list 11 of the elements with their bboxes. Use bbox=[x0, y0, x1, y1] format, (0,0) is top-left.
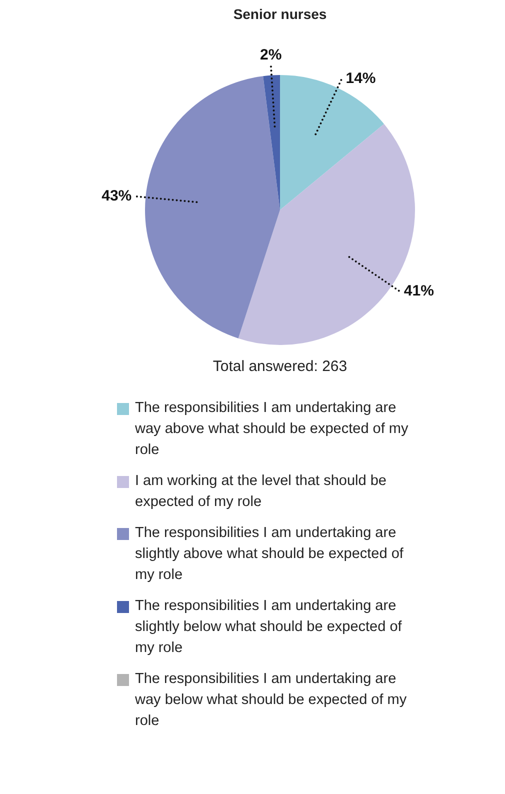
legend-label: The responsibilities I am undertaking are way below what should be expected of my role bbox=[135, 670, 408, 731]
data-label: 14% bbox=[346, 70, 376, 87]
text: Total answered: 263 bbox=[212, 358, 348, 375]
data-label: 43% bbox=[102, 187, 132, 204]
legend-label: I am working at the level that should be expected of my role bbox=[135, 472, 388, 512]
legend-label: The responsibilities I am undertaking are way above what should be expected of my role bbox=[135, 399, 410, 460]
legend-label: The responsibilities I am undertaking are slightly above what should be expected of my role bbox=[135, 524, 404, 585]
legend-label: The responsibilities I am undertaking are slightly below what should be expected of my role bbox=[135, 597, 403, 658]
chart-title: Senior nurses bbox=[232, 6, 328, 22]
data-label: 41% bbox=[404, 282, 434, 300]
data-label: 2% bbox=[260, 46, 282, 64]
